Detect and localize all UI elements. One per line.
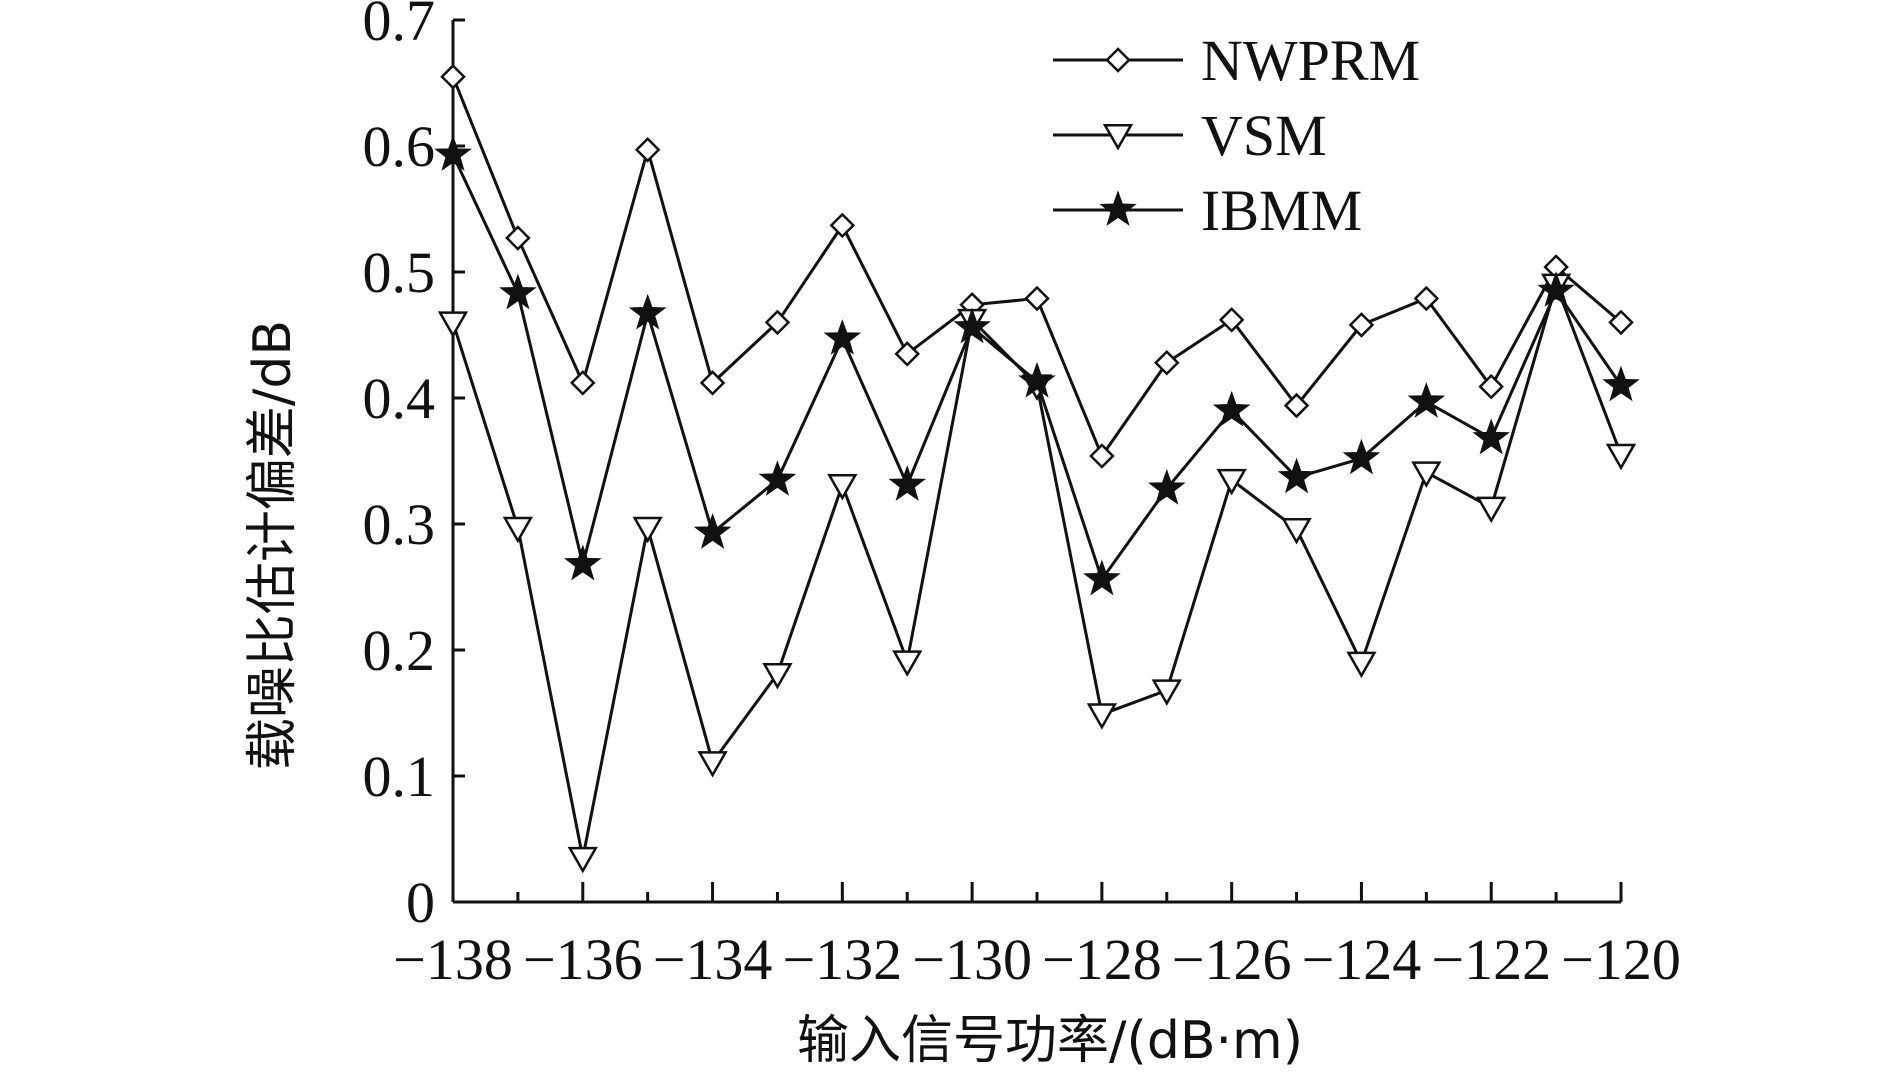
- x-tick-label: −134: [653, 927, 773, 992]
- data-point-ibmm: [1018, 361, 1056, 398]
- data-point-nwprm: [1348, 312, 1375, 338]
- y-tick-label: 0.4: [363, 366, 436, 431]
- data-point-nwprm: [634, 137, 661, 163]
- legend-label: NWPRM: [1201, 28, 1420, 93]
- data-point-vsm: [827, 473, 858, 501]
- data-point-nwprm: [505, 225, 531, 251]
- data-point-nwprm: [440, 63, 466, 90]
- data-point-ibmm: [1083, 559, 1121, 596]
- data-point-vsm: [1605, 443, 1637, 471]
- data-point-nwprm: [1608, 309, 1634, 336]
- legend-item-nwprm: NWPRM: [1053, 28, 1420, 93]
- data-point-ibmm: [1472, 418, 1510, 455]
- x-tick-label: −128: [1042, 927, 1162, 992]
- data-point-ibmm: [1602, 365, 1640, 402]
- x-tick-label: −138: [393, 927, 513, 992]
- y-axis-ticks: 0 0.1 0.2 0.3 0.4 0.5 0.6 0.7: [363, 0, 465, 935]
- legend-marker: [1099, 190, 1137, 226]
- legend-marker: [1105, 47, 1131, 73]
- y-tick-label: 0.6: [363, 114, 436, 179]
- x-tick-label: −136: [523, 927, 643, 992]
- data-point-nwprm: [1218, 307, 1245, 333]
- data-point-nwprm: [1024, 285, 1050, 312]
- data-point-nwprm: [1478, 373, 1504, 400]
- series-nwprm: [440, 63, 1634, 469]
- y-tick-label: 0.2: [363, 618, 436, 683]
- data-point-ibmm: [823, 319, 862, 355]
- data-point-vsm: [502, 516, 534, 544]
- data-point-vsm: [1086, 703, 1118, 730]
- axes: [451, 20, 1621, 904]
- data-point-nwprm: [570, 370, 596, 396]
- data-point-vsm: [1346, 651, 1377, 679]
- data-point-ibmm: [693, 513, 732, 549]
- data-point-vsm: [1411, 461, 1442, 488]
- legend-marker: [1102, 124, 1134, 151]
- data-point-nwprm: [764, 309, 791, 336]
- data-point-nwprm: [894, 341, 920, 367]
- data-point-vsm: [437, 311, 469, 338]
- data-point-nwprm: [1089, 443, 1115, 469]
- y-tick-label: 0: [406, 870, 435, 935]
- data-point-ibmm: [499, 273, 537, 310]
- data-point-vsm: [1151, 679, 1182, 706]
- data-point-ibmm: [1212, 390, 1251, 427]
- x-tick-label: −124: [1302, 927, 1422, 992]
- y-tick-label: 0.7: [363, 0, 436, 53]
- data-point-ibmm: [953, 307, 991, 344]
- legend: NWPRM VSM IBMM: [1053, 28, 1420, 243]
- data-point-nwprm: [699, 370, 726, 396]
- x-tick-label: −126: [1172, 927, 1292, 992]
- y-tick-label: 0.5: [363, 240, 436, 305]
- data-point-vsm: [697, 751, 728, 778]
- y-tick-label: 0.1: [363, 744, 436, 809]
- data-point-ibmm: [1277, 457, 1316, 494]
- data-point-ibmm: [434, 135, 472, 171]
- y-axis-title: 载噪比估计偏差/dB: [243, 320, 303, 770]
- data-point-vsm: [1476, 496, 1507, 524]
- legend-label: IBMM: [1201, 178, 1362, 243]
- legend-item-vsm: VSM: [1053, 103, 1327, 168]
- data-point-ibmm: [1148, 468, 1186, 505]
- data-point-ibmm: [1407, 382, 1446, 418]
- data-point-ibmm: [564, 544, 602, 581]
- data-point-vsm: [762, 662, 793, 690]
- legend-item-ibmm: IBMM: [1053, 178, 1362, 243]
- data-point-vsm: [567, 846, 598, 874]
- data-point-vsm: [632, 516, 663, 544]
- x-axis-title: 输入信号功率/(dB·m): [797, 1011, 1303, 1071]
- data-point-ibmm: [628, 293, 667, 330]
- x-tick-label: −130: [912, 927, 1032, 992]
- data-point-vsm: [1216, 468, 1247, 496]
- series-layer: [434, 63, 1640, 874]
- x-axis-ticks: −138 −136 −134 −132 −130 −128 −126 −124 −122 −120: [393, 882, 1681, 992]
- data-point-ibmm: [758, 460, 797, 496]
- data-point-vsm: [892, 650, 923, 677]
- data-point-vsm: [1281, 518, 1312, 545]
- data-point-ibmm: [1537, 271, 1575, 307]
- data-point-nwprm: [1283, 392, 1310, 419]
- x-tick-label: −122: [1431, 927, 1551, 992]
- x-tick-label: −120: [1561, 927, 1681, 992]
- y-tick-label: 0.3: [363, 492, 436, 557]
- data-point-ibmm: [1342, 438, 1381, 475]
- x-tick-label: −132: [782, 927, 902, 992]
- data-point-nwprm: [1154, 349, 1180, 376]
- legend-label: VSM: [1201, 103, 1327, 168]
- data-point-nwprm: [829, 212, 856, 239]
- data-point-ibmm: [888, 465, 926, 501]
- series-ibmm: [434, 135, 1640, 596]
- data-point-nwprm: [1413, 285, 1440, 312]
